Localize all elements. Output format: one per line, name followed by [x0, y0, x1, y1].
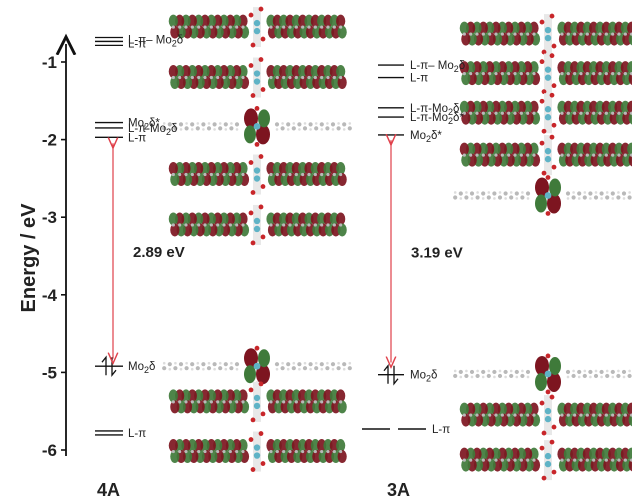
electron-spin-up — [101, 355, 107, 376]
axis-tick-label: -5 — [42, 363, 57, 382]
orbital-isosurface — [168, 6, 347, 48]
orbital-isosurface — [459, 13, 632, 55]
energy-level-label: L-π — [432, 424, 450, 436]
axis-tick-label: -2 — [42, 131, 57, 150]
electron-spin-down — [393, 365, 399, 386]
energy-level-label: L-π-Mo2δ — [128, 123, 177, 137]
orbital-isosurface — [459, 439, 632, 481]
energy-level-label: Mo2δ — [128, 361, 155, 375]
orbital-isosurface — [459, 134, 632, 176]
orbital-isosurface — [162, 345, 352, 387]
band-gaps: 2.89 eV 3.19 eV — [113, 140, 463, 362]
orbital-isosurfaces — [162, 6, 632, 481]
axis-tick-label: -6 — [42, 441, 57, 460]
orbital-isosurface — [168, 57, 347, 98]
energy-level-label: L-π– Mo2δ — [128, 34, 183, 48]
axis-tick-label: -1 — [42, 53, 57, 72]
orbital-isosurface — [168, 154, 347, 195]
energy-level-label: L-π-Mo2δ — [410, 103, 459, 117]
orbital-isosurface — [459, 394, 632, 436]
orbital-isosurface — [168, 204, 347, 246]
orbital-isosurface — [453, 353, 632, 395]
orbital-isosurface — [453, 175, 632, 216]
energy-level-label: Mo2δ* — [128, 118, 160, 132]
energy-level-label: L-π — [128, 428, 146, 440]
energy-level-label: Mo2δ — [410, 370, 437, 384]
energy-level-label: L-π — [128, 38, 146, 50]
gap-value: 3.19 eV — [411, 244, 463, 261]
orbital-isosurface — [162, 106, 352, 147]
orbital-isosurface — [459, 53, 632, 95]
axis-title: Energy / eV — [18, 203, 40, 313]
orbital-isosurface — [168, 381, 347, 423]
orbital-isosurface — [459, 92, 632, 134]
energy-level-label: L-π — [128, 132, 146, 144]
energy-level-label: L-π — [410, 73, 428, 85]
orbital-isosurface — [168, 431, 347, 472]
panel-label-4a: 4A — [97, 480, 120, 500]
energy-levels: L-π– Mo2δL-πMo2δ*L-π-Mo2δL-πMo2δL-πL-π– … — [95, 34, 465, 440]
energy-level-label: L-π– Mo2δ — [410, 60, 465, 74]
axis-tick-label: -3 — [42, 208, 57, 227]
panel-label-3a: 3A — [387, 480, 410, 500]
axis-tick-label: -4 — [42, 286, 58, 305]
energy-level-label: Mo2δ* — [410, 130, 442, 144]
energy-level-label: L-π-Mo2δ* — [410, 112, 464, 126]
gap-value: 2.89 eV — [133, 244, 185, 261]
energy-axis: -1 -2 -3 -4 -5 -6 — [42, 44, 66, 460]
